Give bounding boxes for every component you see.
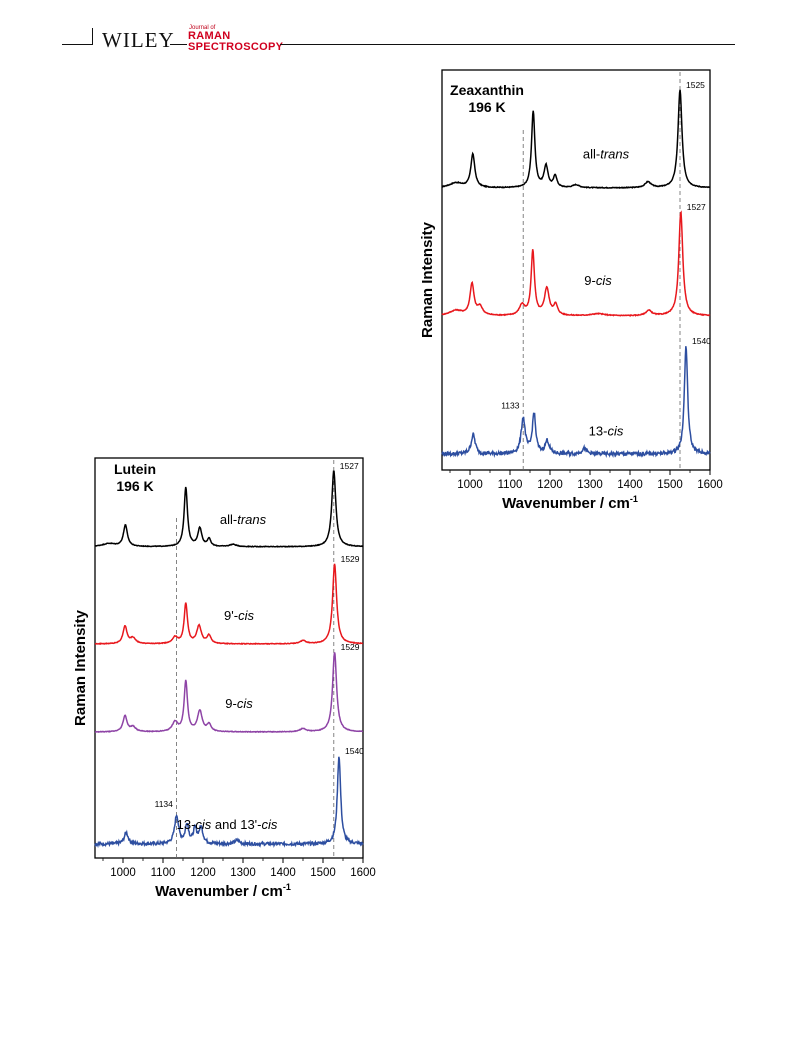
journal-header: WILEY Journal of RAMAN SPECTROSCOPY <box>0 0 793 70</box>
peak-label-1134: 1134 <box>155 799 174 809</box>
series-label: 13-cis <box>589 424 624 439</box>
journal-prefix: Journal of <box>189 25 216 31</box>
x-tick-label-1300: 1300 <box>230 867 256 879</box>
series-label: all-trans <box>220 512 267 527</box>
series-line <box>94 652 364 734</box>
peak-label-1529: 1529 <box>341 554 360 564</box>
series-label: 13-cis and 13'-cis <box>177 817 278 832</box>
x-tick-label-1100: 1100 <box>498 479 523 491</box>
plot-frame <box>94 457 364 859</box>
y-axis-label: Raman Intensity <box>72 609 89 726</box>
chart-title: Zeaxanthin <box>450 82 524 98</box>
series-label: 9-cis <box>584 273 612 288</box>
peak-label-1527: 1527 <box>340 461 359 471</box>
x-tick-label-1000: 1000 <box>457 479 483 491</box>
header-tick <box>92 28 93 45</box>
x-tick-label-1400: 1400 <box>270 867 296 879</box>
x-tick-label-1000: 1000 <box>110 867 136 879</box>
journal-name-line2: SPECTROSCOPY <box>188 41 284 53</box>
series-line <box>94 470 363 548</box>
x-axis-label-sup: -1 <box>630 494 638 504</box>
x-axis-label-sup: -1 <box>283 882 291 892</box>
x-tick-label-1300: 1300 <box>577 479 603 491</box>
x-tick-label-1500: 1500 <box>657 479 683 491</box>
x-axis-label: Wavenumber / cm-1 <box>155 882 291 900</box>
plot-frame <box>441 69 711 471</box>
x-tick-label-1500: 1500 <box>310 867 336 879</box>
chart-title: Lutein <box>114 461 156 477</box>
series-line <box>94 756 364 849</box>
peak-label-1540: 1540 <box>692 336 711 346</box>
peak-label-1527: 1527 <box>687 202 706 212</box>
series-line <box>441 346 711 459</box>
series-label: all-trans <box>583 147 630 162</box>
journal-name-line1: RAMAN <box>188 30 231 42</box>
header-rule-mid <box>170 44 187 45</box>
publisher-name: WILEY <box>102 28 175 52</box>
x-tick-label-1200: 1200 <box>190 867 216 879</box>
chart-subtitle: 196 K <box>468 99 505 115</box>
series-line <box>94 563 364 646</box>
header-rule-right <box>280 44 735 45</box>
header-rule-left <box>62 44 92 45</box>
x-tick-label-1100: 1100 <box>151 867 176 879</box>
x-tick-label-1400: 1400 <box>617 479 643 491</box>
series-label: 9'-cis <box>224 608 254 623</box>
peak-label-1525: 1525 <box>686 80 705 90</box>
series-line <box>441 210 711 317</box>
x-tick-label-1600: 1600 <box>697 479 723 491</box>
series-label: 9-cis <box>225 696 253 711</box>
series-line <box>441 89 711 190</box>
x-axis-label: Wavenumber / cm-1 <box>502 494 638 512</box>
x-tick-label-1600: 1600 <box>350 867 376 879</box>
peak-label-1133: 1133 <box>501 401 520 411</box>
y-axis-label: Raman Intensity <box>419 221 436 338</box>
x-tick-label-1200: 1200 <box>537 479 563 491</box>
chart-subtitle: 196 K <box>116 478 153 494</box>
peak-label-1529: 1529 <box>341 642 360 652</box>
peak-label-1540: 1540 <box>345 746 364 756</box>
